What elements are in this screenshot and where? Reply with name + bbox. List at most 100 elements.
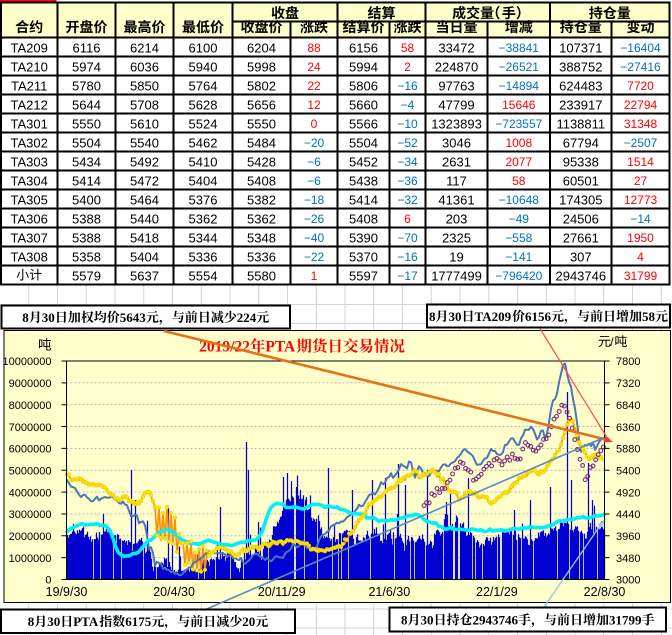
svg-text:1008: 1008 bbox=[505, 136, 532, 150]
svg-text:5438: 5438 bbox=[349, 174, 378, 189]
svg-text:22: 22 bbox=[307, 79, 321, 93]
svg-text:5410: 5410 bbox=[189, 155, 218, 170]
svg-text:5802: 5802 bbox=[247, 79, 276, 94]
svg-text:5492: 5492 bbox=[130, 155, 159, 170]
svg-text:TA308: TA308 bbox=[11, 250, 48, 265]
svg-text:2077: 2077 bbox=[505, 155, 532, 169]
svg-text:−723557: −723557 bbox=[495, 117, 542, 131]
svg-text:88: 88 bbox=[307, 41, 321, 55]
svg-text:67794: 67794 bbox=[563, 136, 599, 151]
svg-text:203: 203 bbox=[446, 212, 468, 227]
svg-text:5540: 5540 bbox=[130, 136, 159, 151]
svg-text:5524: 5524 bbox=[189, 117, 218, 132]
svg-text:5414: 5414 bbox=[72, 174, 101, 189]
svg-text:31348: 31348 bbox=[624, 117, 658, 131]
svg-text:TA211: TA211 bbox=[11, 79, 47, 94]
svg-text:3000: 3000 bbox=[616, 575, 640, 587]
svg-text:4920: 4920 bbox=[616, 487, 640, 499]
svg-text:8: 8 bbox=[28, 614, 35, 629]
svg-text:21/6/30: 21/6/30 bbox=[368, 585, 410, 599]
svg-text:−70: −70 bbox=[397, 231, 418, 245]
svg-text:5610: 5610 bbox=[130, 117, 159, 132]
svg-text:5382: 5382 bbox=[247, 193, 276, 208]
svg-text:5000000: 5000000 bbox=[9, 465, 52, 477]
svg-text:12773: 12773 bbox=[624, 193, 658, 207]
svg-text:5348: 5348 bbox=[247, 231, 276, 246]
svg-text:117: 117 bbox=[446, 174, 467, 189]
svg-text:5362: 5362 bbox=[189, 212, 218, 227]
svg-text:233917: 233917 bbox=[559, 98, 602, 113]
svg-text:TA302: TA302 bbox=[11, 136, 48, 151]
svg-text:97763: 97763 bbox=[438, 79, 474, 94]
svg-text:5994: 5994 bbox=[349, 60, 378, 75]
svg-text:6: 6 bbox=[404, 212, 411, 226]
svg-text:5434: 5434 bbox=[72, 155, 101, 170]
svg-text:2943746: 2943746 bbox=[555, 269, 606, 284]
svg-text:27: 27 bbox=[634, 174, 648, 188]
svg-text:−6: −6 bbox=[307, 155, 321, 169]
svg-text:6840: 6840 bbox=[616, 400, 640, 412]
svg-text:TA306: TA306 bbox=[11, 212, 48, 227]
svg-text:6175: 6175 bbox=[125, 614, 152, 629]
svg-text:2: 2 bbox=[404, 60, 411, 74]
svg-text:−17: −17 bbox=[397, 269, 418, 283]
svg-text:5940: 5940 bbox=[189, 60, 218, 75]
svg-text:31799: 31799 bbox=[609, 612, 642, 627]
svg-text:5566: 5566 bbox=[349, 117, 378, 132]
svg-text:5484: 5484 bbox=[247, 136, 276, 151]
svg-text:388752: 388752 bbox=[559, 60, 602, 75]
svg-text:8000000: 8000000 bbox=[9, 400, 52, 412]
svg-text:7320: 7320 bbox=[616, 378, 640, 390]
svg-text:0: 0 bbox=[45, 575, 51, 587]
svg-text:10000000: 10000000 bbox=[3, 356, 52, 368]
svg-text:−16: −16 bbox=[397, 250, 418, 264]
svg-text:6214: 6214 bbox=[130, 41, 159, 56]
svg-text:PTA: PTA bbox=[73, 614, 99, 629]
svg-text:5472: 5472 bbox=[130, 174, 159, 189]
svg-text:5408: 5408 bbox=[247, 174, 276, 189]
svg-text:5452: 5452 bbox=[349, 155, 378, 170]
svg-text:−141: −141 bbox=[505, 250, 532, 264]
svg-text:TA303: TA303 bbox=[11, 155, 48, 170]
svg-text:58: 58 bbox=[642, 309, 656, 324]
svg-text:5637: 5637 bbox=[130, 269, 159, 284]
svg-text:−14: −14 bbox=[630, 212, 651, 226]
svg-text:5390: 5390 bbox=[349, 231, 378, 246]
svg-text:6156: 6156 bbox=[525, 309, 552, 324]
svg-text:20: 20 bbox=[242, 614, 255, 629]
svg-text:30: 30 bbox=[421, 612, 434, 627]
svg-text:5362: 5362 bbox=[247, 212, 276, 227]
svg-text:TA210: TA210 bbox=[11, 60, 48, 75]
svg-text:5554: 5554 bbox=[189, 269, 218, 284]
svg-text:5644: 5644 bbox=[72, 98, 101, 113]
svg-text:12: 12 bbox=[307, 98, 321, 112]
svg-text:19: 19 bbox=[449, 250, 463, 265]
svg-text:−6: −6 bbox=[307, 174, 321, 188]
svg-text:5428: 5428 bbox=[247, 155, 276, 170]
svg-text:5628: 5628 bbox=[189, 98, 218, 113]
svg-text:5336: 5336 bbox=[247, 250, 276, 265]
svg-text:3046: 3046 bbox=[442, 136, 471, 151]
svg-text:−49: −49 bbox=[509, 212, 530, 226]
svg-text:60501: 60501 bbox=[563, 174, 599, 189]
svg-text:33472: 33472 bbox=[438, 41, 474, 56]
svg-text:5708: 5708 bbox=[130, 98, 159, 113]
svg-text:/: / bbox=[610, 335, 614, 349]
svg-text:5580: 5580 bbox=[247, 269, 276, 284]
svg-text:22794: 22794 bbox=[624, 98, 658, 112]
svg-text:TA301: TA301 bbox=[11, 117, 48, 132]
svg-text:5404: 5404 bbox=[130, 250, 159, 265]
svg-text:5400: 5400 bbox=[616, 465, 640, 477]
svg-text:−796420: −796420 bbox=[495, 269, 542, 283]
svg-text:−10: −10 bbox=[397, 117, 418, 131]
svg-text:−36: −36 bbox=[397, 174, 418, 188]
svg-text:8: 8 bbox=[22, 310, 29, 325]
svg-text:31799: 31799 bbox=[624, 269, 658, 283]
svg-text:−27416: −27416 bbox=[620, 60, 661, 74]
svg-text:−26521: −26521 bbox=[499, 60, 540, 74]
svg-text:6100: 6100 bbox=[189, 41, 218, 56]
svg-text:5643: 5643 bbox=[120, 310, 147, 325]
svg-text:5998: 5998 bbox=[247, 60, 276, 75]
svg-text:5597: 5597 bbox=[349, 269, 378, 284]
svg-text:22/1/29: 22/1/29 bbox=[476, 585, 518, 599]
